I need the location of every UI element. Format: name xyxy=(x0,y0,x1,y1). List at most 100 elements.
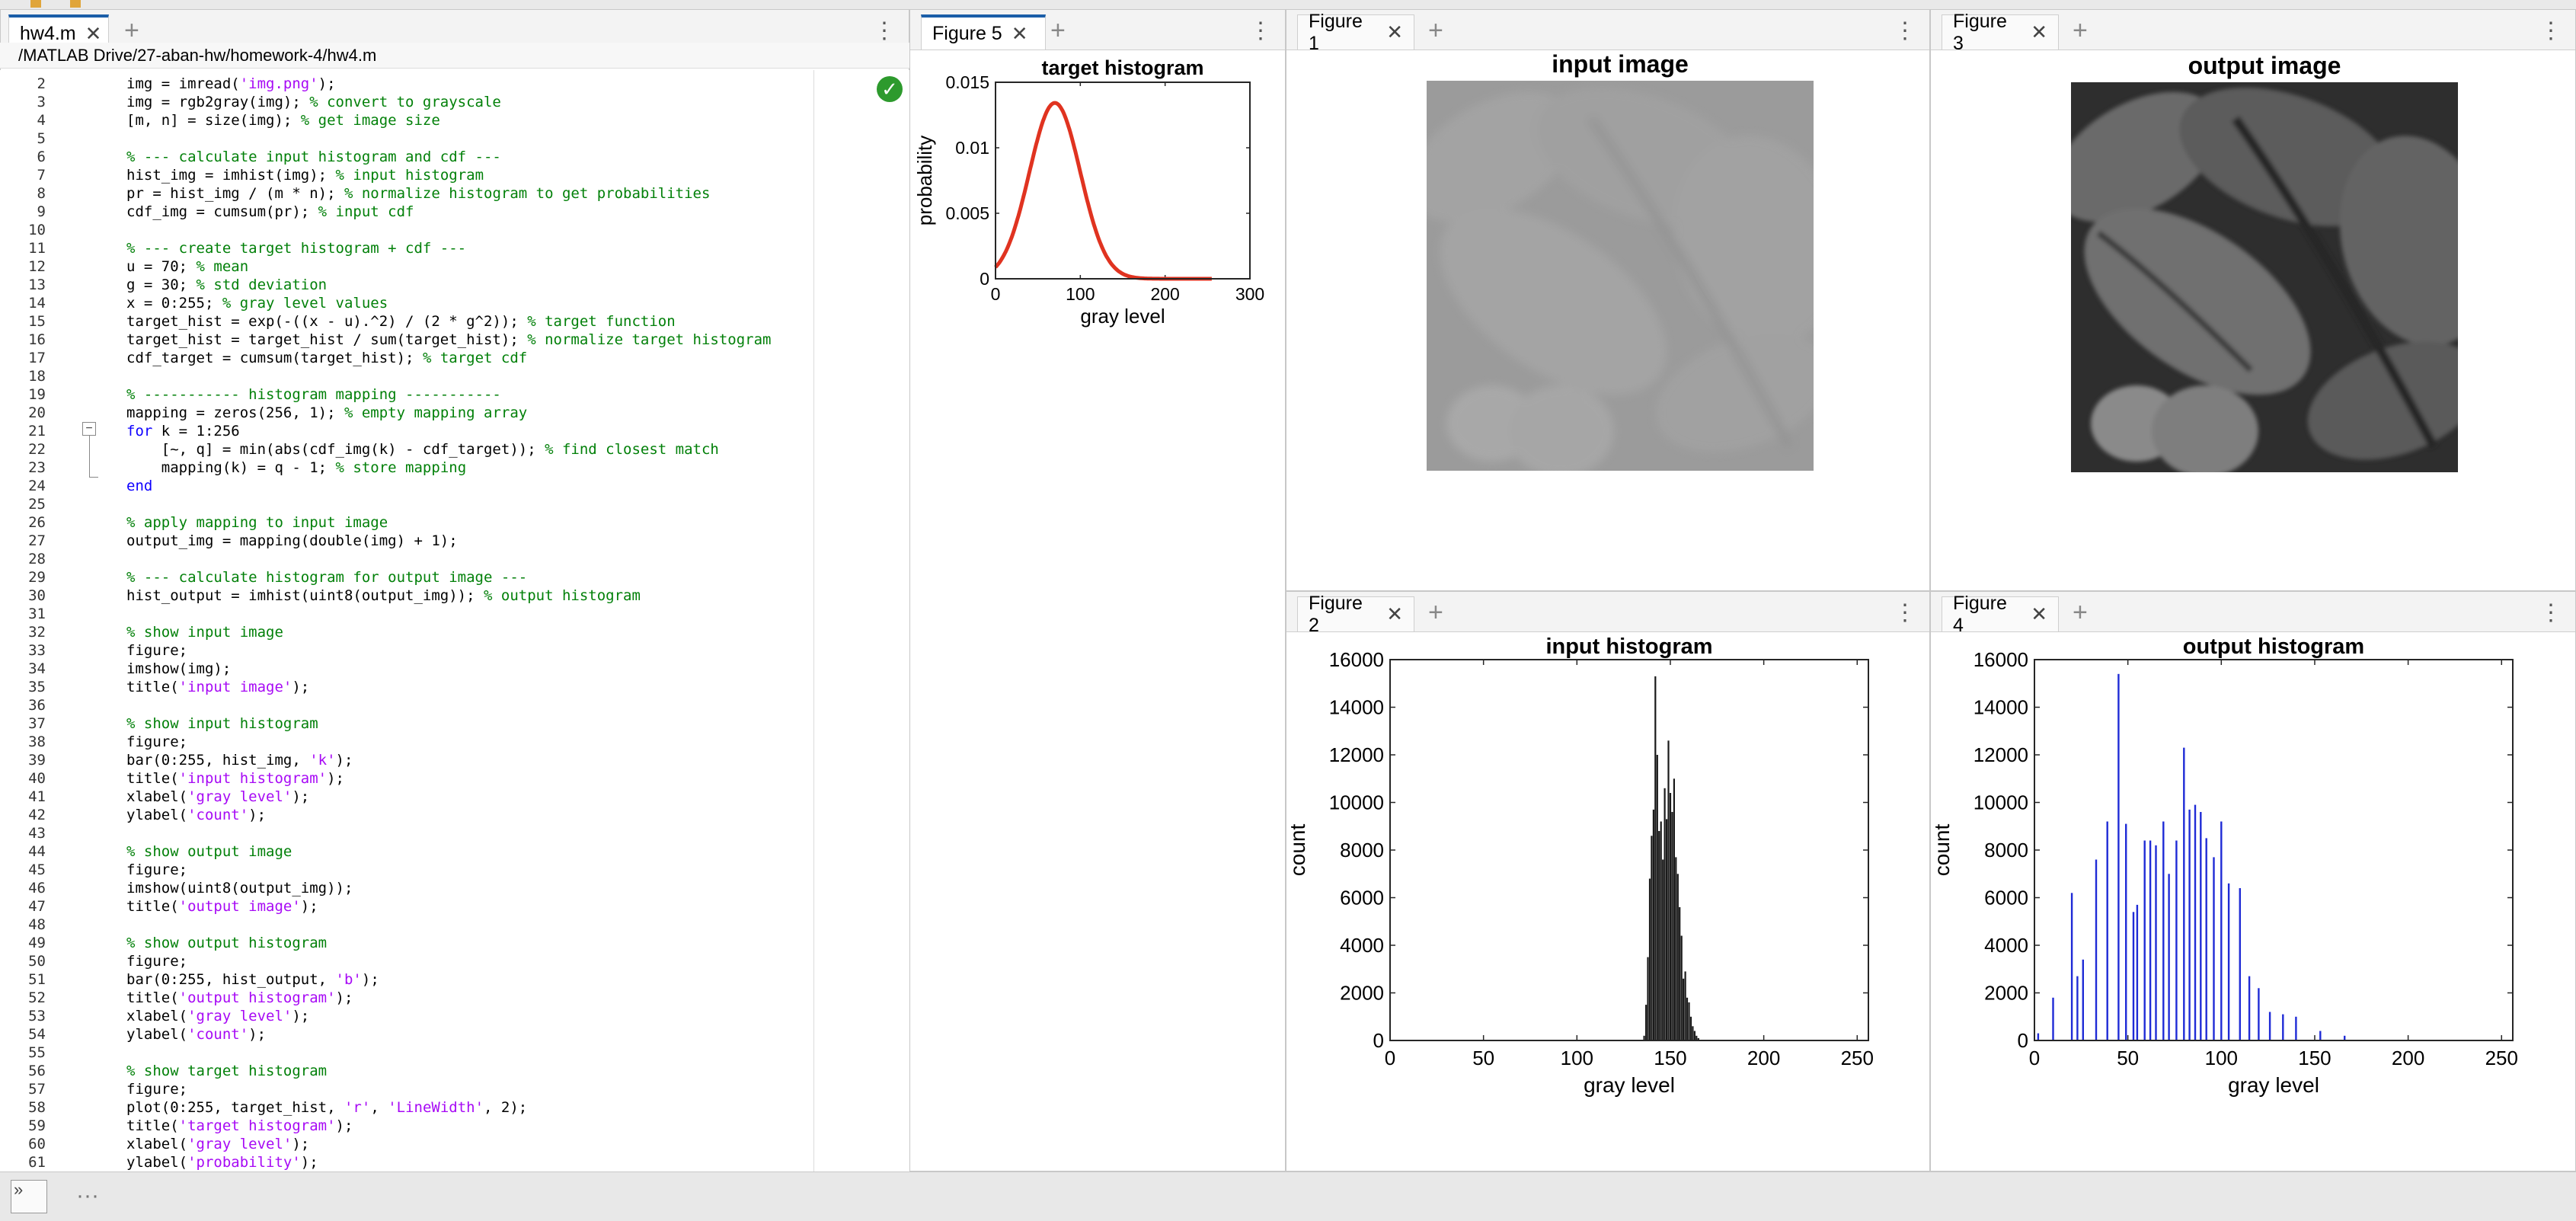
histogram-bar xyxy=(1643,1035,1645,1041)
more-options-icon[interactable]: ⋮ xyxy=(2539,600,2563,625)
code-line[interactable] xyxy=(126,221,807,239)
histogram-bar xyxy=(1664,788,1666,1041)
code-line[interactable] xyxy=(126,550,807,568)
code-line[interactable]: imshow(img); xyxy=(126,660,232,677)
code-line[interactable] xyxy=(126,367,807,385)
code-line[interactable]: ylabel('count'); xyxy=(126,807,267,823)
code-line[interactable]: img = rgb2gray(img); % convert to graysc… xyxy=(126,94,501,110)
code-line[interactable]: figure; xyxy=(126,953,188,970)
code-line[interactable]: plot(0:255, target_hist, 'r', 'LineWidth… xyxy=(126,1099,528,1116)
code-line[interactable]: % --- create target histogram + cdf --- xyxy=(126,240,467,257)
more-options-icon[interactable]: ⋮ xyxy=(873,18,896,43)
tab-figure5[interactable]: Figure 5 ✕ xyxy=(921,14,1046,50)
line-number: 55 xyxy=(28,1044,46,1061)
code-line[interactable]: u = 70; % mean xyxy=(126,258,249,275)
code-line[interactable] xyxy=(126,1044,807,1062)
code-line[interactable]: % show input histogram xyxy=(126,715,318,732)
code-line[interactable]: title('target histogram'); xyxy=(126,1117,353,1134)
code-line[interactable]: figure; xyxy=(126,861,188,878)
more-icon[interactable]: ··· xyxy=(76,1183,99,1208)
code-line[interactable]: % show output image xyxy=(126,843,292,860)
close-icon[interactable]: ✕ xyxy=(85,21,102,45)
code-line[interactable]: bar(0:255, hist_output, 'b'); xyxy=(126,971,379,988)
code-line[interactable] xyxy=(126,495,807,513)
code-line[interactable]: x = 0:255; % gray level values xyxy=(126,295,388,312)
tab-figure1[interactable]: Figure 1 ✕ xyxy=(1297,11,1414,54)
histogram-bar xyxy=(1686,997,1689,1041)
code-line[interactable]: hist_output = imhist(uint8(output_img));… xyxy=(126,587,641,604)
code-line[interactable]: % show output histogram xyxy=(126,935,328,951)
histogram-bar xyxy=(1647,957,1649,1040)
code-line[interactable]: g = 30; % std deviation xyxy=(126,276,328,293)
histogram-bar xyxy=(1675,857,1677,1040)
code-line[interactable]: % show input image xyxy=(126,624,283,641)
code-line[interactable]: figure; xyxy=(126,1081,188,1098)
code-line[interactable]: figure; xyxy=(126,642,188,659)
code-line[interactable] xyxy=(126,824,807,842)
code-line[interactable]: ylabel('count'); xyxy=(126,1026,267,1043)
code-line[interactable]: title('output image'); xyxy=(126,898,318,915)
code-line[interactable]: % ----------- histogram mapping --------… xyxy=(126,386,501,403)
close-icon[interactable]: ✕ xyxy=(1386,21,1403,43)
code-line[interactable] xyxy=(126,916,807,934)
close-icon[interactable]: ✕ xyxy=(1386,603,1403,625)
code-line[interactable]: cdf_target = cumsum(target_hist); % targ… xyxy=(126,350,528,366)
code-line[interactable]: for k = 1:256 xyxy=(126,423,240,439)
line-number: 22 xyxy=(28,441,46,458)
code-line[interactable]: end xyxy=(126,478,153,494)
code-line[interactable]: bar(0:255, hist_img, 'k'); xyxy=(126,752,353,769)
tab-figure2[interactable]: Figure 2 ✕ xyxy=(1297,593,1414,636)
more-options-icon[interactable]: ⋮ xyxy=(1894,18,1917,43)
code-editor[interactable]: 2 3 4 5 6 7 8 9 10 11 12 13 14 15 16 17 18 19 20 21 22 23 24 25… xyxy=(0,70,909,1171)
code-line[interactable]: xlabel('gray level'); xyxy=(126,1008,310,1024)
code-line[interactable]: [~, q] = min(abs(cdf_img(k) - cdf_target… xyxy=(126,441,719,458)
code-line[interactable]: title('input histogram'); xyxy=(126,770,344,787)
code-line[interactable]: [m, n] = size(img); % get image size xyxy=(126,112,440,129)
y-axis-label: count xyxy=(1286,824,1309,877)
code-line[interactable]: % --- calculate input histogram and cdf … xyxy=(126,149,501,165)
code-line[interactable]: title('output histogram'); xyxy=(126,989,353,1006)
code-line[interactable] xyxy=(126,696,807,714)
code-line[interactable]: target_hist = exp(-((x - u).^2) / (2 * g… xyxy=(126,313,676,330)
close-icon[interactable]: ✕ xyxy=(1011,21,1028,45)
add-tab-icon[interactable]: + xyxy=(2073,16,2088,45)
code-line[interactable]: mapping = zeros(256, 1); % empty mapping… xyxy=(126,404,528,421)
code-line[interactable]: % --- calculate histogram for output ima… xyxy=(126,569,528,586)
code-line[interactable]: img = imread('img.png'); xyxy=(126,75,336,92)
code-line[interactable]: mapping(k) = q - 1; % store mapping xyxy=(126,459,467,476)
code-line[interactable]: ylabel('probability'); xyxy=(126,1154,318,1171)
more-options-icon[interactable]: ⋮ xyxy=(1894,600,1917,625)
code-line[interactable]: pr = hist_img / (m * n); % normalize his… xyxy=(126,185,711,202)
y-tick-label: 14000 xyxy=(1974,696,2028,719)
code-analyzer-ok-icon[interactable]: ✓ xyxy=(877,76,903,102)
tab-figure3[interactable]: Figure 3 ✕ xyxy=(1942,11,2059,54)
fold-toggle-icon[interactable]: − xyxy=(82,422,96,436)
more-options-icon[interactable]: ⋮ xyxy=(1249,18,1273,43)
code-line[interactable]: imshow(uint8(output_img)); xyxy=(126,880,353,897)
code-line[interactable]: title('input image'); xyxy=(126,679,310,695)
code-line[interactable]: output_img = mapping(double(img) + 1); xyxy=(126,532,458,549)
code-line[interactable]: figure; xyxy=(126,734,188,750)
code-line[interactable]: target_hist = target_hist / sum(target_h… xyxy=(126,331,772,348)
close-icon[interactable]: ✕ xyxy=(2031,603,2047,625)
code-line[interactable] xyxy=(126,605,807,623)
code-line[interactable]: cdf_img = cumsum(pr); % input cdf xyxy=(126,203,414,220)
code-line[interactable]: hist_img = imhist(img); % input histogra… xyxy=(126,167,484,184)
code-line[interactable]: % show target histogram xyxy=(126,1063,328,1079)
code-line[interactable]: xlabel('gray level'); xyxy=(126,788,310,805)
add-tab-icon[interactable]: + xyxy=(2073,598,2088,627)
line-number: 46 xyxy=(28,880,46,897)
add-tab-icon[interactable]: + xyxy=(1428,16,1443,45)
code-line[interactable]: xlabel('gray level'); xyxy=(126,1136,310,1152)
tab-figure4[interactable]: Figure 4 ✕ xyxy=(1942,593,2059,636)
add-tab-icon[interactable]: + xyxy=(1428,598,1443,627)
more-options-icon[interactable]: ⋮ xyxy=(2539,18,2563,43)
code-line[interactable]: % apply mapping to input image xyxy=(126,514,388,531)
add-tab-icon[interactable]: + xyxy=(1050,16,1066,45)
histogram-bar xyxy=(2282,1014,2284,1040)
add-tab-icon[interactable]: + xyxy=(124,16,139,45)
close-icon[interactable]: ✕ xyxy=(2031,21,2047,43)
code-text[interactable]: img = imread('img.png'); img = rgb2gray(i… xyxy=(126,75,807,1171)
command-window-icon[interactable]: » xyxy=(11,1180,47,1213)
code-line[interactable] xyxy=(126,129,807,148)
